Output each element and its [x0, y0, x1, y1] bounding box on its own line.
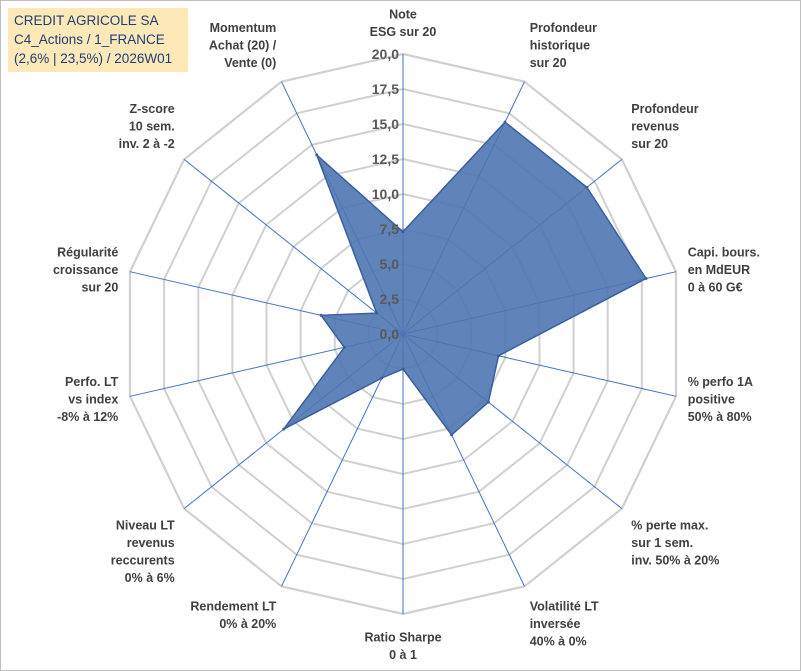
axis-label-line: % perte max.	[631, 519, 708, 533]
data-point	[585, 185, 589, 189]
data-point	[503, 120, 507, 124]
axis-label-line: inv. 2 à -2	[119, 137, 175, 151]
axis-label-1: Profondeur historique sur 20	[530, 21, 597, 70]
tick-label: 2,5	[380, 291, 400, 307]
axis-label-line: Perfo. LT	[65, 375, 119, 389]
axis-label-line: sur 1 sem.	[631, 536, 693, 550]
info-line-category: C4_Actions / 1_FRANCE	[14, 32, 165, 47]
axis-label-line: sur 20	[81, 280, 118, 294]
axis-label-line: Niveau LT	[116, 519, 175, 533]
axis-label-line: sur 20	[530, 56, 567, 70]
axis-label-8: Rendement LT 0% à 20%	[190, 600, 276, 632]
tick-label: 5,0	[380, 256, 400, 272]
axis-label-line: Rendement LT	[190, 600, 276, 614]
data-point	[486, 400, 490, 404]
axis-label-13: Momentum Achat (20) / Vente (0)	[209, 21, 277, 70]
axis-label-line: 40% à 0%	[530, 635, 587, 649]
info-box: CREDIT AGRICOLE SA C4_Actions / 1_FRANCE…	[8, 8, 188, 72]
data-point	[319, 313, 323, 317]
data-point	[342, 345, 346, 349]
axis-label-line: revenus	[127, 536, 175, 550]
axis-label-11: Régularité croissance sur 20	[53, 245, 118, 294]
axis-label-line: Profondeur	[530, 21, 597, 35]
axis-label-line: en MdEUR	[688, 263, 751, 277]
axis-label-line: sur 20	[631, 137, 668, 151]
data-point	[401, 367, 405, 371]
axis-label-line: 0% à 6%	[125, 571, 175, 585]
info-line-company: CREDIT AGRICOLE SA	[14, 13, 159, 28]
axis-label-7: Ratio Sharpe 0 à 1	[364, 631, 441, 663]
axis-label-line: Note	[389, 8, 417, 22]
axis-label-line: ESG sur 20	[370, 25, 437, 39]
data-point	[497, 354, 500, 358]
data-point	[282, 427, 286, 431]
axis-label-line: reccurents	[111, 554, 175, 568]
axis-label-line: revenus	[631, 119, 679, 133]
axis-label-line: croissance	[53, 263, 118, 277]
axis-label-line: 0% à 20%	[219, 617, 276, 631]
axis-label-12: Z-score 10 sem. inv. 2 à -2	[119, 102, 175, 151]
axis-label-line: -8% à 12%	[57, 410, 118, 424]
axis-label-line: Achat (20) /	[209, 38, 277, 52]
tick-label: 15,0	[372, 116, 399, 132]
axis-label-line: historique	[530, 38, 590, 52]
axis-label-line: inv. 50% à 20%	[631, 554, 719, 568]
data-point	[380, 376, 384, 380]
axis-label-line: vs index	[68, 393, 118, 407]
data-point	[315, 153, 319, 157]
axis-label-3: Capi. bours. en MdEUR 0 à 60 G€	[688, 245, 760, 294]
data-point	[644, 277, 648, 280]
axis-label-0: Note ESG sur 20	[370, 8, 437, 40]
axis-label-line: positive	[688, 393, 735, 407]
axis-label-line: Ratio Sharpe	[364, 631, 441, 645]
axis-label-line: Profondeur	[631, 102, 698, 116]
axis-label-line: 10 sem.	[129, 119, 175, 133]
axis-label-line: Momentum	[210, 21, 277, 35]
axis-label-line: 50% à 80%	[688, 410, 752, 424]
axis-label-10: Perfo. LT vs index -8% à 12%	[57, 375, 119, 424]
tick-label: 12,5	[372, 151, 399, 167]
axis-label-line: Capi. bours.	[688, 245, 760, 259]
tick-label: 0,0	[380, 326, 400, 342]
data-point	[401, 230, 405, 234]
tick-label: 10,0	[372, 186, 399, 202]
axis-label-line: % perfo 1A	[688, 375, 753, 389]
axis-spoke	[183, 159, 404, 335]
data-area	[283, 121, 648, 437]
info-line-metrics: (2,6% | 23,5%) / 2026W01	[14, 51, 173, 66]
axis-label-line: Vente (0)	[224, 56, 276, 70]
axis-label-4: % perfo 1A positive 50% à 80%	[688, 375, 753, 424]
tick-label: 7,5	[380, 221, 400, 237]
axis-label-line: 0 à 60 G€	[688, 280, 743, 294]
axis-label-line: Z-score	[130, 102, 175, 116]
axis-label-line: inversée	[530, 617, 581, 631]
axis-label-line: 0 à 1	[389, 648, 417, 662]
axis-label-line: Régularité	[57, 245, 118, 259]
axis-label-5: % perte max. sur 1 sem. inv. 50% à 20%	[631, 519, 719, 568]
axis-label-9: Niveau LT revenus reccurents 0% à 6%	[111, 519, 175, 586]
axis-label-line: Volatilité LT	[530, 600, 599, 614]
axis-label-2: Profondeur revenus sur 20	[631, 102, 698, 151]
tick-label: 20,0	[372, 46, 399, 62]
tick-label: 17,5	[372, 81, 399, 97]
data-point	[450, 433, 454, 437]
data-point	[375, 311, 379, 315]
axis-label-6: Volatilité LT inversée 40% à 0%	[530, 600, 599, 649]
